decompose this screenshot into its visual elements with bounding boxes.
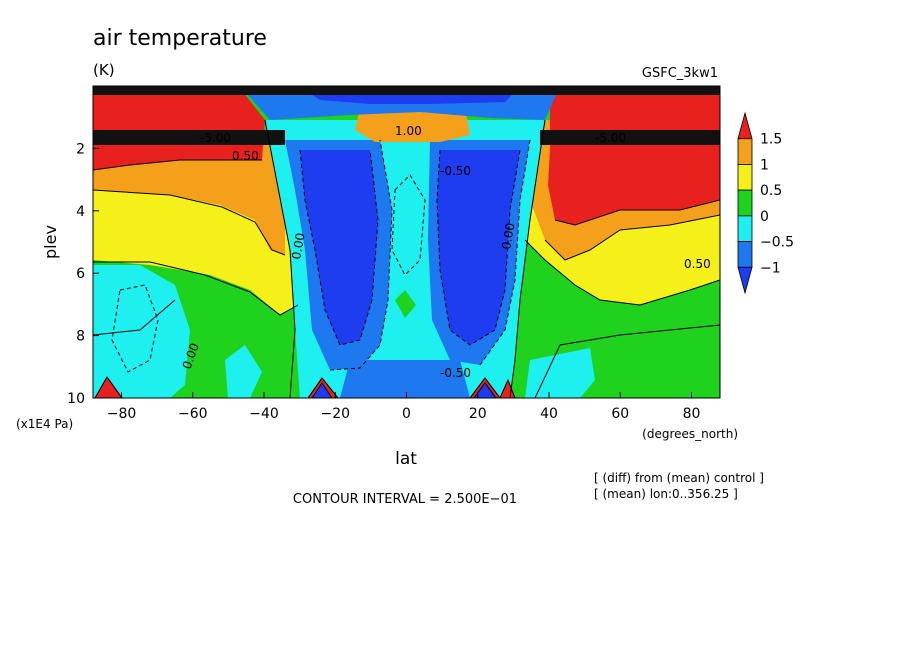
contour-label: 0.00	[499, 222, 517, 251]
contour-line-dashed	[391, 174, 426, 276]
field-band-orange-stratosphere	[355, 108, 470, 142]
y-tick-label: 6	[76, 266, 85, 282]
colorbar-label: 0.5	[760, 183, 782, 199]
contour-label: 0.50	[232, 149, 259, 163]
contour-line	[509, 119, 546, 398]
colorbar: 1.5 1 0.5 0 −0.5 −1	[737, 111, 794, 295]
contour-line-dashed	[111, 284, 159, 373]
y-tick-label: 2	[76, 141, 85, 157]
x-axis-units: (degrees_north)	[642, 427, 738, 441]
colorbar-swatch	[737, 189, 753, 217]
y-tick-label: 4	[76, 204, 85, 220]
x-tick-label: −40	[249, 406, 279, 422]
contour-line	[534, 324, 720, 398]
contour-line	[93, 299, 176, 336]
x-tick-label: 40	[540, 406, 558, 422]
x-axis-ticks: −80 −60 −40 −20 0 20 40 60 80	[107, 392, 701, 422]
colorbar-label: 0	[760, 209, 769, 225]
colorbar-swatch	[737, 111, 753, 140]
colorbar-label: 1.5	[760, 132, 782, 148]
field-band-blue-triangle-mid	[311, 382, 333, 398]
contour-line	[93, 189, 286, 256]
y-tick-label: 10	[67, 391, 85, 407]
contour-label: 1.00	[395, 124, 422, 138]
contour-label: -5.00	[200, 131, 231, 145]
colorbar-swatch	[737, 241, 753, 268]
contour-label: 0.00	[289, 232, 307, 261]
field-band-blue-triangle-right	[473, 382, 497, 398]
field-band-cyan-lower-left	[93, 265, 190, 398]
field-band-blue-bottom	[340, 360, 470, 398]
field-band-red-triangle-left	[94, 376, 123, 398]
contour-line-dashed	[479, 139, 531, 366]
y-axis-units: (x1E4 Pa)	[16, 417, 73, 431]
colorbar-swatch	[737, 266, 753, 295]
x-tick-label: 60	[611, 406, 629, 422]
colorbar-label: 1	[760, 157, 769, 173]
x-tick-label: 20	[469, 406, 487, 422]
contour-label: -5.00	[595, 131, 626, 145]
field-band-cyan-lower-mid-left	[225, 345, 262, 398]
contour-labels: -5.00 -5.00 0.50 0.50 -0.50 -0.50 0.00 0…	[180, 124, 711, 380]
contour-lines-negative	[111, 139, 531, 373]
colorbar-label: −0.5	[760, 235, 794, 251]
contour-line	[554, 199, 720, 226]
y-axis-label: plev	[41, 225, 60, 259]
contour-line-dashed	[436, 149, 521, 346]
field-band-green-center-spot	[395, 290, 416, 318]
x-tick-label: −20	[320, 406, 350, 422]
note-diff-from-mean: [ (diff) from (mean) control ]	[594, 471, 764, 485]
contour-line-dashed	[299, 149, 379, 346]
x-tick-label: 80	[683, 406, 701, 422]
model-label: GSFC_3kw1	[642, 66, 718, 81]
field-band-cyan-lower-right	[525, 348, 595, 398]
x-axis-label: lat	[395, 449, 417, 469]
contour-line	[93, 159, 262, 171]
units-label: (K)	[93, 61, 115, 79]
chart-title: air temperature	[93, 26, 267, 51]
colorbar-label: −1	[760, 260, 781, 276]
x-tick-label: −80	[107, 406, 137, 422]
colorbar-swatch	[737, 138, 753, 165]
contour-field: -5.00 -5.00 0.50 0.50 -0.50 -0.50 0.00 0…	[93, 86, 720, 398]
contour-line	[524, 239, 720, 306]
contour-line	[544, 214, 720, 261]
x-tick-label: −60	[178, 406, 208, 422]
y-axis-ticks: 2 4 6 8 10	[67, 141, 99, 407]
contour-label: -0.50	[440, 164, 471, 178]
field-band-black-contour-crowd-mid	[93, 130, 720, 145]
contour-lines	[93, 119, 720, 398]
contour-line	[93, 261, 299, 316]
colorbar-swatch	[737, 215, 753, 242]
note-mean-lon: [ (mean) lon:0..356.25 ]	[594, 487, 738, 501]
field-band-red-left	[93, 88, 265, 170]
contour-label: -0.50	[440, 366, 471, 380]
contour-line	[264, 119, 296, 398]
field-band-darkblue-left-lobe	[300, 150, 378, 345]
x-tick-label: 0	[402, 406, 411, 422]
field-band-darkblue-right-lobe	[437, 150, 520, 345]
colorbar-swatch	[737, 164, 753, 191]
y-tick-label: 8	[76, 329, 85, 345]
contour-label: 0.50	[684, 257, 711, 271]
field-band-black-contour-crowd-top	[93, 86, 720, 95]
field-band-red-right	[548, 88, 720, 225]
contour-interval-text: CONTOUR INTERVAL = 2.500E−01	[293, 492, 517, 507]
